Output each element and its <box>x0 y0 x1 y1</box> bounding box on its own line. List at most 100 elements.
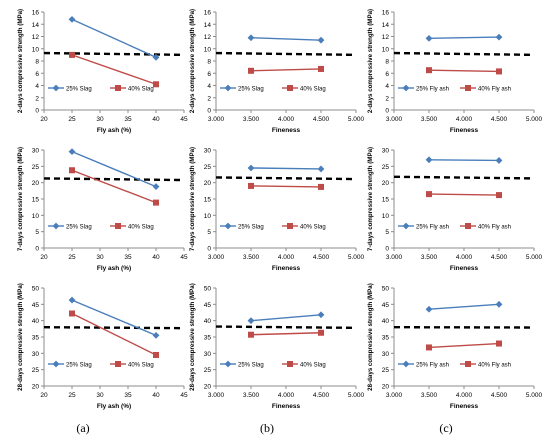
x-tick-label: 3.500 <box>421 254 438 261</box>
x-tick-label: 4.000 <box>456 116 473 123</box>
x-tick-label: 4.000 <box>278 392 295 399</box>
data-point <box>318 329 324 336</box>
reference-line <box>43 51 185 57</box>
y-tick-label: 40 <box>382 318 390 325</box>
data-point <box>425 34 433 42</box>
y-tick-label: 14 <box>32 22 40 29</box>
x-tick-label: 3.000 <box>208 116 225 123</box>
y-tick-label: 20 <box>382 180 390 187</box>
data-point <box>317 165 325 173</box>
legend-swatch-marker <box>224 84 232 92</box>
chart-panel: 0 2 4 6 8 10 12 14 16 3.000 3.500 4.000 4.500 5.000 Fi… <box>189 9 365 134</box>
data-point <box>69 167 75 174</box>
y-tick-label: 2 <box>207 95 211 102</box>
legend-swatch-marker <box>402 360 410 368</box>
legend-swatch-marker <box>402 84 410 92</box>
data-point <box>153 199 159 206</box>
x-tick-label: 30 <box>96 116 104 123</box>
x-tick-label: 4.000 <box>278 116 295 123</box>
y-tick-label: 10 <box>382 46 390 53</box>
chart-panel: 20 25 30 35 40 45 50 20 25 30 35 40 45 Fly ash (%) 28-… <box>17 283 188 410</box>
x-tick-label: 4.500 <box>313 116 330 123</box>
chart-panel: 0 5 10 15 20 25 30 3.000 3.500 4.000 4.500 5.000 Fin… <box>189 147 365 272</box>
x-tick-label: 4.500 <box>313 392 330 399</box>
chart-panel: 0 5 10 15 20 25 30 20 25 30 35 40 45 Fly ash (%) 7-day… <box>17 147 188 272</box>
legend-swatch-marker <box>402 222 410 230</box>
data-point <box>68 15 76 23</box>
x-tick-label: 3.000 <box>386 392 403 399</box>
legend-label: 40% Fly ash <box>478 362 511 368</box>
series-line <box>428 342 500 349</box>
y-tick-label: 30 <box>32 148 40 155</box>
y-tick-label: 0 <box>385 108 389 115</box>
y-tick-label: 14 <box>382 22 390 29</box>
y-tick-label: 5 <box>207 229 211 236</box>
panel-label-c: (c) <box>439 421 453 435</box>
chart-panel: 0 2 4 6 8 10 12 14 16 20 25 30 35 40 45 Fly ash (%) 2-da… <box>17 9 188 134</box>
y-tick-label: 25 <box>382 164 390 171</box>
y-tick-label: 0 <box>35 246 39 253</box>
series-line <box>428 36 500 40</box>
data-point <box>153 81 159 88</box>
legend-label: 25% Slag <box>66 86 92 92</box>
series-line <box>71 150 157 188</box>
series-line <box>428 159 500 162</box>
x-axis-title: Fineness <box>450 265 479 272</box>
series-line <box>428 193 500 196</box>
series-line <box>250 185 322 188</box>
legend-label: 25% Slag <box>66 362 92 368</box>
chart-panel: 0 5 10 15 20 25 30 3.000 3.500 4.000 4.500 5.000 Fin… <box>367 147 543 272</box>
y-tick-label: 10 <box>32 213 40 220</box>
series-line <box>71 18 157 58</box>
legend-swatch-marker <box>224 360 232 368</box>
x-tick-label: 4.500 <box>491 254 508 261</box>
data-point <box>68 296 76 304</box>
reference-line <box>215 176 357 181</box>
data-point <box>495 157 503 164</box>
legend-swatch-marker <box>52 222 60 230</box>
x-tick-label: 35 <box>124 254 132 261</box>
legend-swatch-marker <box>115 85 121 91</box>
y-tick-label: 4 <box>35 83 39 90</box>
series-line <box>71 169 157 204</box>
x-axis-title: Fly ash (%) <box>97 127 131 134</box>
data-point <box>495 33 503 41</box>
reference-line <box>215 325 357 330</box>
y-tick-label: 6 <box>35 71 39 78</box>
series-line <box>428 303 500 310</box>
y-tick-label: 30 <box>32 351 40 358</box>
y-tick-label: 35 <box>382 335 390 342</box>
x-axis-title: Fly ash (%) <box>97 403 131 410</box>
data-point <box>247 164 255 172</box>
y-axis-title: 2-days compressive strength (MPa) <box>17 9 24 113</box>
x-tick-label: 25 <box>68 392 76 399</box>
y-tick-label: 25 <box>32 367 40 374</box>
reference-line <box>215 51 357 57</box>
legend-swatch-marker <box>465 361 471 367</box>
y-tick-label: 12 <box>32 34 40 41</box>
legend-swatch-marker <box>465 223 471 229</box>
x-tick-label: 3.000 <box>208 254 225 261</box>
y-tick-label: 15 <box>32 197 40 204</box>
legend-label: 40% Slag <box>300 362 326 368</box>
y-tick-label: 16 <box>204 10 212 17</box>
panel-label-a: (a) <box>76 421 90 435</box>
y-tick-label: 0 <box>207 246 211 253</box>
data-point <box>152 183 160 190</box>
y-axis-title: 28-days compressive strength (MPa) <box>367 283 374 391</box>
x-tick-label: 30 <box>96 254 104 261</box>
series-line <box>428 69 500 73</box>
y-tick-label: 40 <box>32 318 40 325</box>
y-tick-label: 0 <box>207 108 211 115</box>
legend-label: 40% Slag <box>300 86 326 92</box>
x-axis-title: Fineness <box>272 265 301 272</box>
y-tick-label: 4 <box>207 83 211 90</box>
x-tick-label: 4.500 <box>491 392 508 399</box>
data-point <box>425 305 433 313</box>
legend-swatch-marker <box>52 360 60 368</box>
y-tick-label: 0 <box>385 246 389 253</box>
x-tick-label: 45 <box>180 116 188 123</box>
x-tick-label: 45 <box>180 392 188 399</box>
y-tick-label: 50 <box>204 286 212 293</box>
y-tick-label: 35 <box>204 335 212 342</box>
